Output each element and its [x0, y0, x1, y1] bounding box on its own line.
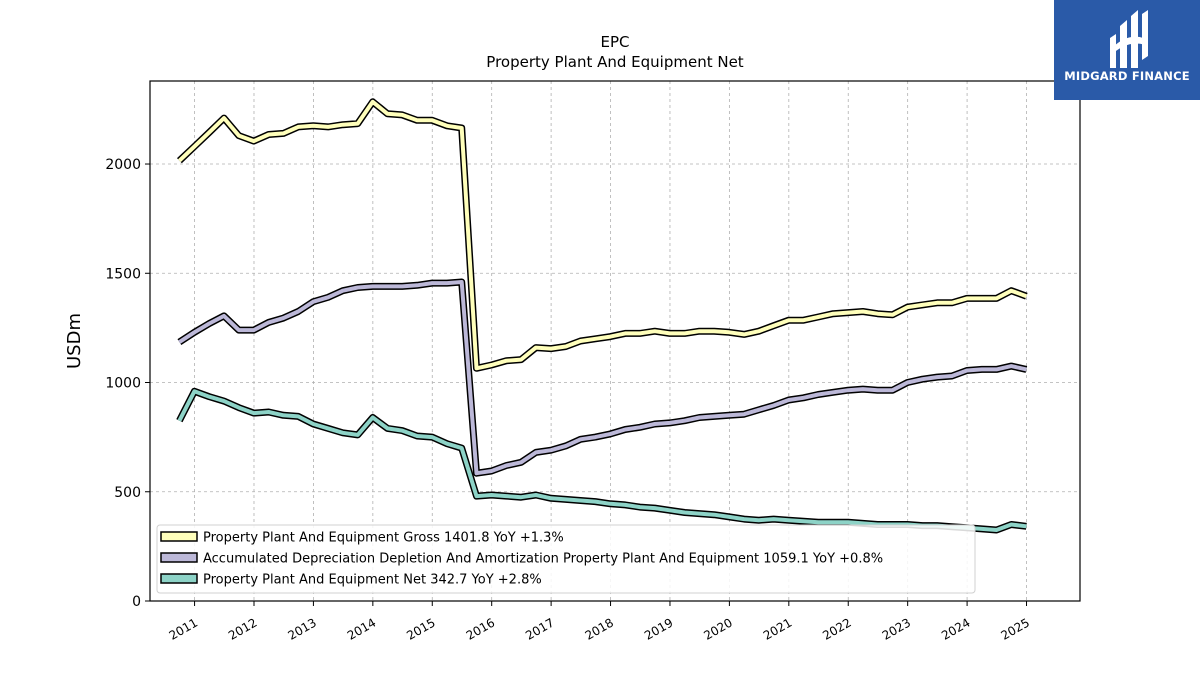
legend-label: Accumulated Depreciation Depletion And A…: [203, 552, 883, 567]
plot-frame: [149, 80, 1081, 602]
chart-title: EPC: [601, 33, 630, 51]
x-tick-label: 2017: [523, 615, 556, 642]
series-outline: [176, 98, 1028, 372]
brand-name: MIDGARD FINANCE: [1064, 69, 1190, 83]
y-tick-label: 1000: [105, 376, 141, 392]
legend-item: Accumulated Depreciation Depletion And A…: [160, 552, 883, 567]
y-tick-label: 2000: [105, 157, 141, 173]
x-tick-label: 2012: [226, 615, 259, 642]
series-outline: [176, 387, 1027, 534]
legend-swatch: [160, 573, 198, 584]
x-tick-label: 2011: [167, 615, 200, 642]
x-tick-label: 2023: [880, 615, 913, 642]
series-stroke: [178, 280, 1027, 476]
x-tick-label: 2018: [583, 615, 616, 642]
y-axis-label: USDm: [64, 313, 85, 369]
legend-swatch: [160, 552, 198, 563]
legend-swatch: [160, 531, 198, 542]
x-axis: 2011 2012 2013 2014 2015 2016 2017 2018 2019 2020…: [167, 601, 1032, 643]
x-tick-label: 2015: [404, 615, 437, 642]
series-line-1: [176, 98, 1028, 372]
legend: Property Plant And Equipment Gross 1401.…: [156, 524, 976, 594]
chart-subtitle: Property Plant And Equipment Net: [486, 53, 743, 71]
series-stroke: [177, 389, 1027, 532]
x-tick-label: 2021: [761, 615, 794, 642]
y-tick-label: 1500: [105, 266, 141, 282]
y-tick-label: 0: [132, 594, 141, 610]
x-tick-label: 2019: [642, 615, 675, 642]
y-tick-label: 500: [114, 485, 141, 501]
x-tick-label: 2014: [345, 615, 378, 642]
x-tick-label: 2016: [464, 615, 497, 642]
x-tick-label: 2013: [285, 615, 318, 642]
x-tick-label: 2020: [701, 615, 734, 642]
legend-item: Property Plant And Equipment Gross 1401.…: [160, 531, 564, 546]
brand-logo: MIDGARD FINANCE: [1054, 0, 1200, 100]
series-lines: [176, 98, 1028, 534]
series-line-2: [177, 278, 1028, 477]
legend-box: [156, 524, 976, 594]
x-tick-label: 2025: [999, 615, 1032, 642]
brand-mark-icon: [1110, 10, 1148, 68]
legend-item: Property Plant And Equipment Net 342.7 Y…: [160, 573, 542, 588]
series-line-3: [176, 387, 1027, 534]
series-stroke: [178, 99, 1028, 371]
legend-label: Property Plant And Equipment Gross 1401.…: [203, 531, 564, 546]
y-axis: 0 500 1000 1500 2000: [105, 157, 150, 610]
x-tick-label: 2024: [939, 615, 972, 642]
legend-label: Property Plant And Equipment Net 342.7 Y…: [203, 573, 542, 588]
x-tick-label: 2022: [820, 615, 853, 642]
